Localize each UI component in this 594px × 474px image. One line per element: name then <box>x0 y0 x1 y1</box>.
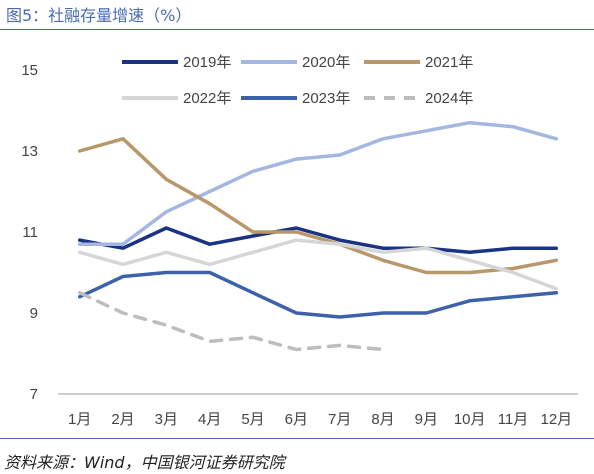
x-tick-label: 11月 <box>498 411 529 428</box>
x-tick-label: 8月 <box>371 411 394 428</box>
line-chart: 7 9 11 13 15 1月 2月 3月 4月 5月 6月 7月 8月 9月 10月 11月 12月 201… <box>21 54 578 428</box>
x-tick-label: 9月 <box>415 411 438 428</box>
y-tick-label: 13 <box>21 143 38 160</box>
legend-label: 2019年 <box>183 54 231 71</box>
x-tick-label: 1月 <box>68 411 91 428</box>
x-tick-label: 12月 <box>540 411 572 428</box>
series-line-2022年 <box>77 238 559 291</box>
series-line-2024年 <box>77 291 385 352</box>
legend-label: 2021年 <box>425 54 473 71</box>
x-tick-label: 6月 <box>285 411 308 428</box>
legend-label: 2022年 <box>183 90 231 107</box>
legend-label: 2020年 <box>302 54 350 71</box>
legend: 2019年 2020年 2021年 2022年 2023年 2024年 <box>122 54 473 107</box>
x-tick-label: 10月 <box>454 411 486 428</box>
x-tick-label: 3月 <box>155 411 178 428</box>
series-line-2021年 <box>77 137 559 275</box>
y-tick-label: 11 <box>22 224 38 241</box>
x-tick-label: 5月 <box>241 411 264 428</box>
legend-label: 2023年 <box>302 90 350 107</box>
legend-label: 2024年 <box>425 90 473 107</box>
source-note: 资料来源：Wind，中国银河证券研究院 <box>4 453 285 472</box>
chart-title: 图5：社融存量增速（%） <box>6 6 192 25</box>
y-tick-label: 15 <box>21 62 38 79</box>
bottom-divider <box>0 438 594 439</box>
series-lines <box>77 120 559 352</box>
x-tick-label: 4月 <box>198 411 221 428</box>
x-tick-label: 7月 <box>328 411 351 428</box>
y-tick-label: 9 <box>30 305 38 322</box>
x-tick-label: 2月 <box>111 411 134 428</box>
series-line-2019年 <box>77 226 559 255</box>
y-axis: 7 9 11 13 15 <box>21 62 38 403</box>
series-line-2023年 <box>77 270 559 319</box>
x-axis: 1月 2月 3月 4月 5月 6月 7月 8月 9月 10月 11月 12月 <box>68 411 572 428</box>
series-line-2020年 <box>77 120 559 246</box>
top-divider <box>0 29 594 30</box>
y-tick-label: 7 <box>30 386 38 403</box>
